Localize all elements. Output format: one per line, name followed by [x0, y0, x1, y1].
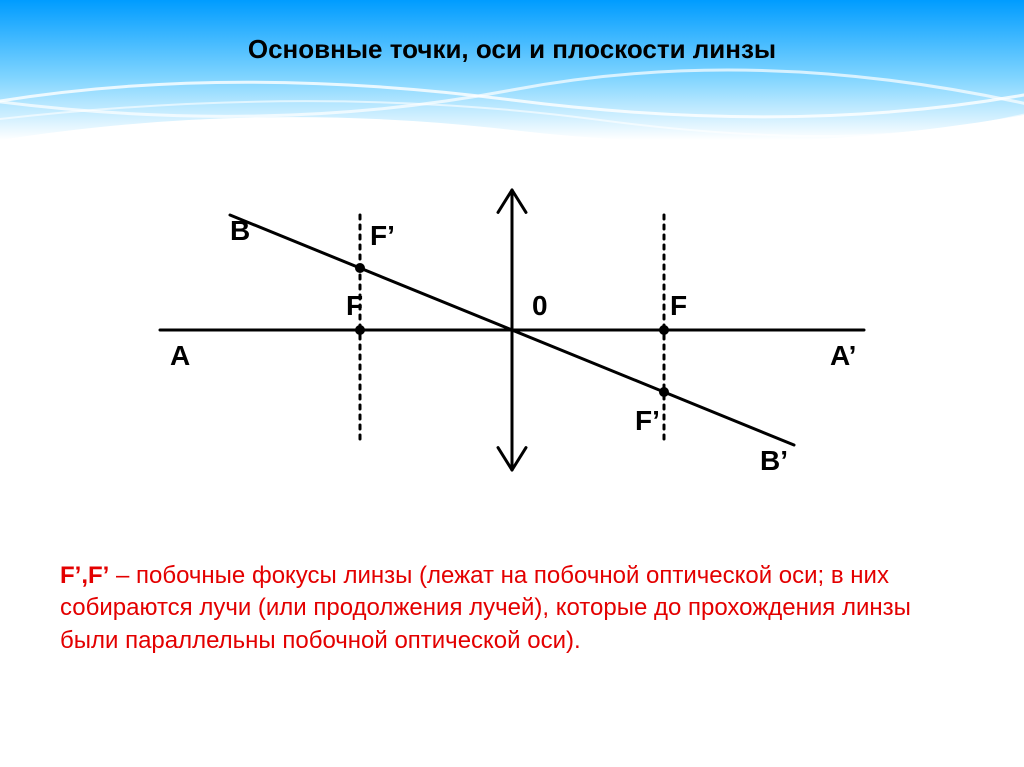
- title-text: Основные точки, оси и плоскости линзы: [248, 34, 776, 64]
- svg-text:B’: B’: [760, 445, 788, 476]
- svg-text:F: F: [346, 290, 363, 321]
- caption-body: – побочные фокусы линзы (лежат на побочн…: [60, 562, 911, 654]
- svg-text:A: A: [170, 340, 190, 371]
- lens-diagram: A A’ 0 F F B B’ F’ F’: [140, 130, 884, 510]
- svg-text:B: B: [230, 215, 250, 246]
- svg-text:F’: F’: [370, 220, 395, 251]
- slide: Основные точки, оси и плоскости линзы AA…: [0, 0, 1024, 767]
- svg-text:F: F: [670, 290, 687, 321]
- caption: F’,F’ – побочные фокусы линзы (лежат на …: [60, 560, 960, 657]
- page-title: Основные точки, оси и плоскости линзы: [0, 34, 1024, 65]
- svg-text:0: 0: [532, 290, 548, 321]
- caption-lead: F’,F’: [60, 562, 109, 589]
- wave-banner: [0, 0, 1024, 140]
- svg-text:A’: A’: [830, 340, 856, 371]
- svg-text:F’: F’: [635, 405, 660, 436]
